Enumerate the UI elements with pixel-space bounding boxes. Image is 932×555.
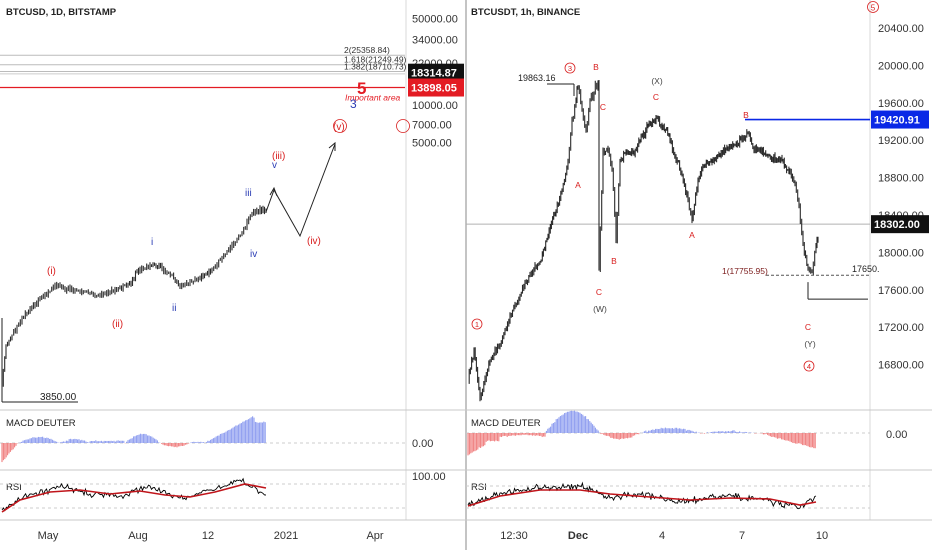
left-price-tick: 7000.00 — [412, 119, 452, 131]
left-wave-red: (ii) — [112, 319, 123, 330]
right-wave-letter: B — [593, 62, 599, 72]
left-wave-red: (iv) — [307, 236, 321, 247]
right-structure-label: (Y) — [804, 339, 816, 349]
left-wave-blue: ii — [172, 303, 176, 314]
right-wave-letter: A — [575, 180, 581, 190]
left-wave-red: (i) — [47, 266, 56, 277]
right-wave-letter: B — [743, 110, 749, 120]
right-price-tick: 20400.00 — [878, 23, 924, 35]
right-macd-title: MACD DEUTER — [471, 418, 541, 429]
left-low-label: 3850.00 — [40, 392, 77, 403]
right-blue-level: 19420.91 — [874, 115, 920, 127]
right-low-label: 17650. — [852, 264, 880, 274]
left-price-candles — [3, 205, 266, 386]
right-wave-circle-label: 5 — [871, 4, 876, 13]
right-high-label: 19863.16 — [518, 73, 556, 83]
right-price-tick: 19200.00 — [878, 135, 924, 147]
left-chart-title: BTCUSD, 1D, BITSTAMP — [6, 7, 117, 18]
right-time-label: 12:30 — [500, 530, 528, 542]
left-wave-circle-clipped — [397, 120, 410, 133]
right-chart: BTCUSDT, 1h, BINANCE 20400.00 20000.00 1960… — [466, 2, 929, 543]
right-wave-letter: C — [596, 287, 602, 297]
left-wave-red: (v) — [333, 122, 345, 133]
right-wave-circle-label: 3 — [568, 64, 572, 73]
right-fib-label: 1(17755.95) — [722, 266, 768, 276]
left-wave-red-major: 5 — [357, 79, 366, 98]
right-structure-label: (X) — [651, 76, 663, 86]
left-wave-blue: v — [272, 160, 277, 171]
right-time-label: Dec — [568, 530, 588, 542]
left-chart: BTCUSD, 1D, BITSTAMP110000.0080000.00500… — [0, 0, 464, 542]
left-fib-label: 1.382(18710.73) — [344, 62, 407, 72]
right-time-label: 4 — [659, 530, 665, 542]
left-level-price: 13898.05 — [411, 83, 457, 95]
right-price-tick: 20000.00 — [878, 60, 924, 72]
right-wave-letter: A — [689, 230, 695, 240]
left-fib-label: 2(25358.84) — [344, 45, 390, 55]
left-macd-title: MACD DEUTER — [6, 418, 76, 429]
left-last-price: 18314.87 — [411, 68, 457, 80]
left-time-label: Aug — [128, 530, 148, 542]
right-time-label: 10 — [816, 530, 828, 542]
right-wave-letter: B — [611, 256, 617, 266]
right-chart-title: BTCUSDT, 1h, BINANCE — [471, 7, 580, 18]
left-price-tick: 50000.00 — [412, 14, 458, 26]
right-price-tick: 17600.00 — [878, 285, 924, 297]
right-wave-letter: C — [653, 92, 659, 102]
right-price-tick: 18000.00 — [878, 247, 924, 259]
right-price-candles — [469, 80, 818, 401]
right-macd-scale: 0.00 — [886, 429, 907, 441]
right-price-tick: 18800.00 — [878, 173, 924, 185]
right-rsi-title: RSI — [471, 482, 487, 493]
right-wave-circle-label: 1 — [475, 320, 479, 329]
left-time-label: 2021 — [274, 530, 298, 542]
left-price-tick: 10000.00 — [412, 100, 458, 112]
right-price-tick: 16800.00 — [878, 360, 924, 372]
right-time-label: 7 — [739, 530, 745, 542]
left-wave-blue-major: 3 — [350, 97, 357, 111]
left-macd-scale: 0.00 — [412, 438, 433, 450]
left-time-label: May — [38, 530, 59, 542]
left-time-label: Apr — [366, 530, 383, 542]
right-last-price: 18302.00 — [874, 219, 920, 231]
left-time-label: 12 — [202, 530, 214, 542]
right-wave-circle-label: 4 — [807, 362, 811, 371]
right-wave-letter: C — [600, 102, 606, 112]
left-wave-blue: iv — [250, 249, 257, 260]
right-wave-letter: C — [805, 322, 811, 332]
left-price-tick: 5000.00 — [412, 137, 452, 149]
left-rsi-scale: 100.00 — [412, 471, 446, 483]
right-structure-label: (W) — [593, 304, 607, 314]
left-price-tick: 34000.00 — [412, 34, 458, 46]
left-wave-blue: i — [151, 237, 153, 248]
right-price-tick: 19600.00 — [878, 98, 924, 110]
left-wave-blue: iii — [245, 188, 252, 199]
right-price-tick: 17200.00 — [878, 322, 924, 334]
